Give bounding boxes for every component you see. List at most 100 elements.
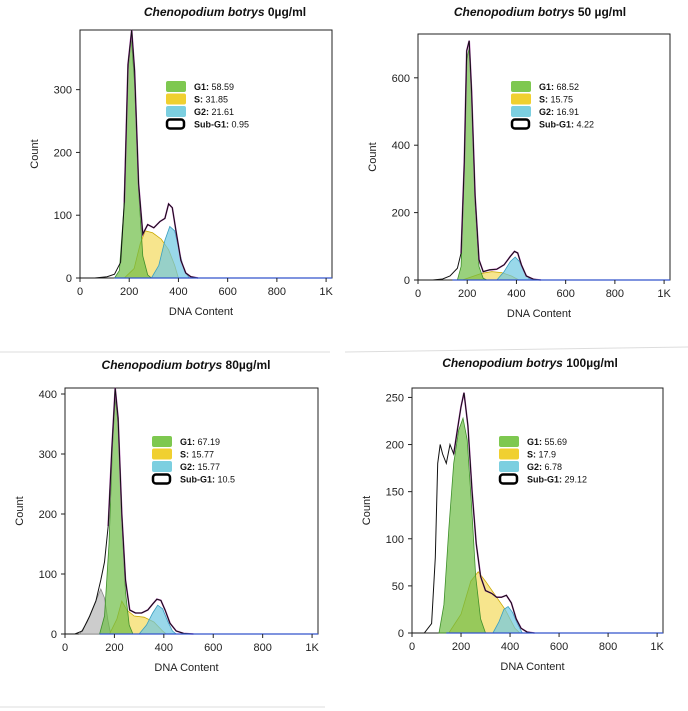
g1-area bbox=[438, 416, 487, 634]
legend-entry: S: 17.9 bbox=[527, 450, 556, 460]
y-tick-label: 0 bbox=[398, 628, 404, 640]
legend-entry: G1: 68.52 bbox=[539, 82, 579, 92]
legend-name: G2: bbox=[539, 107, 554, 117]
legend-value: 15.77 bbox=[195, 462, 220, 472]
y-tick-label: 400 bbox=[39, 389, 57, 401]
legend-value: 17.9 bbox=[536, 450, 556, 460]
legend-entry: G2: 15.77 bbox=[180, 462, 220, 472]
legend-name: G1: bbox=[527, 437, 542, 447]
legend-swatch bbox=[152, 448, 172, 460]
legend-name: G1: bbox=[194, 82, 209, 92]
chart-title-dose: 80µg/ml bbox=[226, 358, 271, 372]
legend-swatch bbox=[166, 106, 186, 117]
y-tick-label: 100 bbox=[386, 534, 404, 546]
x-tick-label: 0 bbox=[77, 286, 83, 298]
legend-swatch bbox=[152, 436, 172, 447]
x-tick-label: 200 bbox=[105, 642, 123, 654]
legend-value: 21.61 bbox=[209, 107, 234, 117]
legend-swatch bbox=[499, 461, 519, 472]
chart-panel: Chenopodium botrys 80µg/ml 0 200 400 600 800 1… bbox=[14, 358, 319, 674]
g2-area bbox=[138, 604, 178, 635]
legend-swatch bbox=[511, 81, 531, 92]
y-tick-label: 300 bbox=[54, 85, 72, 97]
legend-entry: S: 15.75 bbox=[539, 95, 573, 105]
histogram-line bbox=[418, 40, 670, 281]
x-tick-label: 0 bbox=[415, 288, 421, 300]
x-axis-label: DNA Content bbox=[169, 306, 233, 318]
y-tick-label: 200 bbox=[392, 208, 410, 220]
legend-value: 10.5 bbox=[215, 475, 235, 485]
y-axis-label: Count bbox=[14, 496, 26, 525]
legend-swatch bbox=[166, 93, 186, 105]
legend-name: Sub-G1: bbox=[180, 475, 215, 485]
legend-value: 29.12 bbox=[562, 475, 587, 485]
chart-panel: Chenopodium botrys 0µg/ml 0 200 400 600 800 1K… bbox=[29, 5, 333, 318]
g2-area bbox=[492, 606, 523, 634]
y-tick-label: 600 bbox=[392, 73, 410, 85]
legend-swatch bbox=[166, 81, 186, 92]
chart-title: Chenopodium botrys 0µg/ml bbox=[144, 5, 306, 19]
x-tick-label: 600 bbox=[204, 642, 222, 654]
y-tick-label: 400 bbox=[392, 140, 410, 152]
legend-name: Sub-G1: bbox=[194, 120, 229, 130]
chart-title-dose: 0µg/ml bbox=[268, 5, 306, 19]
legend-name: S: bbox=[194, 95, 203, 105]
legend-value: 31.85 bbox=[203, 95, 228, 105]
x-tick-label: 800 bbox=[268, 286, 286, 298]
legend-swatch bbox=[511, 93, 531, 105]
legend-name: G1: bbox=[539, 82, 554, 92]
legend-swatch bbox=[510, 118, 531, 130]
chart-title-dose: 100µg/ml bbox=[566, 356, 618, 370]
legend-entry: S: 15.77 bbox=[180, 450, 214, 460]
x-tick-label: 800 bbox=[599, 641, 617, 653]
legend-value: 58.59 bbox=[209, 82, 234, 92]
legend-value: 0.95 bbox=[229, 120, 249, 130]
legend-value: 68.52 bbox=[554, 82, 579, 92]
y-tick-label: 200 bbox=[54, 147, 72, 159]
x-tick-label: 800 bbox=[606, 288, 624, 300]
chart-panel: Chenopodium botrys 100µg/ml 0 200 400 600 800… bbox=[361, 356, 665, 673]
histogram-line bbox=[65, 387, 318, 635]
legend-name: S: bbox=[180, 450, 189, 460]
chart-title-dose: 50 µg/ml bbox=[578, 5, 626, 19]
x-axis-label: DNA Content bbox=[507, 308, 571, 320]
legend-name: G1: bbox=[180, 437, 195, 447]
legend-entry: G2: 21.61 bbox=[194, 107, 234, 117]
chart-title-species: Chenopodium botrys bbox=[454, 5, 578, 19]
x-tick-label: 600 bbox=[218, 286, 236, 298]
chart-panel: Chenopodium botrys 50 µg/ml 0 200 400 600 800… bbox=[367, 5, 671, 320]
legend-swatch bbox=[499, 436, 519, 447]
legend-name: G2: bbox=[194, 107, 209, 117]
x-tick-label: 600 bbox=[556, 288, 574, 300]
chart-title: Chenopodium botrys 100µg/ml bbox=[442, 356, 618, 370]
chart-title-species: Chenopodium botrys bbox=[144, 5, 268, 19]
y-tick-label: 0 bbox=[404, 275, 410, 287]
legend-swatch bbox=[499, 448, 519, 460]
legend-value: 16.91 bbox=[554, 107, 579, 117]
y-tick-label: 250 bbox=[386, 392, 404, 404]
legend-entry: G2: 16.91 bbox=[539, 107, 579, 117]
histogram-line bbox=[80, 29, 332, 279]
chart-title: Chenopodium botrys 80µg/ml bbox=[102, 358, 271, 372]
legend-name: S: bbox=[539, 95, 548, 105]
legend-swatch bbox=[511, 106, 531, 117]
legend-entry: G1: 58.59 bbox=[194, 82, 234, 92]
legend-swatch bbox=[151, 473, 172, 485]
legend-entry: Sub-G1: 10.5 bbox=[180, 475, 235, 485]
legend-value: 4.22 bbox=[574, 120, 594, 130]
y-tick-label: 100 bbox=[54, 210, 72, 222]
x-tick-label: 0 bbox=[409, 641, 415, 653]
y-tick-label: 100 bbox=[39, 569, 57, 581]
plot-frame bbox=[417, 33, 671, 281]
y-axis-label: Count bbox=[367, 142, 379, 171]
y-tick-label: 150 bbox=[386, 487, 404, 499]
x-tick-label: 400 bbox=[155, 642, 173, 654]
histogram-line bbox=[412, 392, 663, 634]
legend-entry: Sub-G1: 29.12 bbox=[527, 475, 587, 485]
chart-title-species: Chenopodium botrys bbox=[102, 358, 226, 372]
legend-name: Sub-G1: bbox=[527, 475, 562, 485]
legend-value: 67.19 bbox=[195, 437, 220, 447]
legend-entry: Sub-G1: 4.22 bbox=[539, 120, 594, 130]
legend-entry: Sub-G1: 0.95 bbox=[194, 120, 249, 130]
